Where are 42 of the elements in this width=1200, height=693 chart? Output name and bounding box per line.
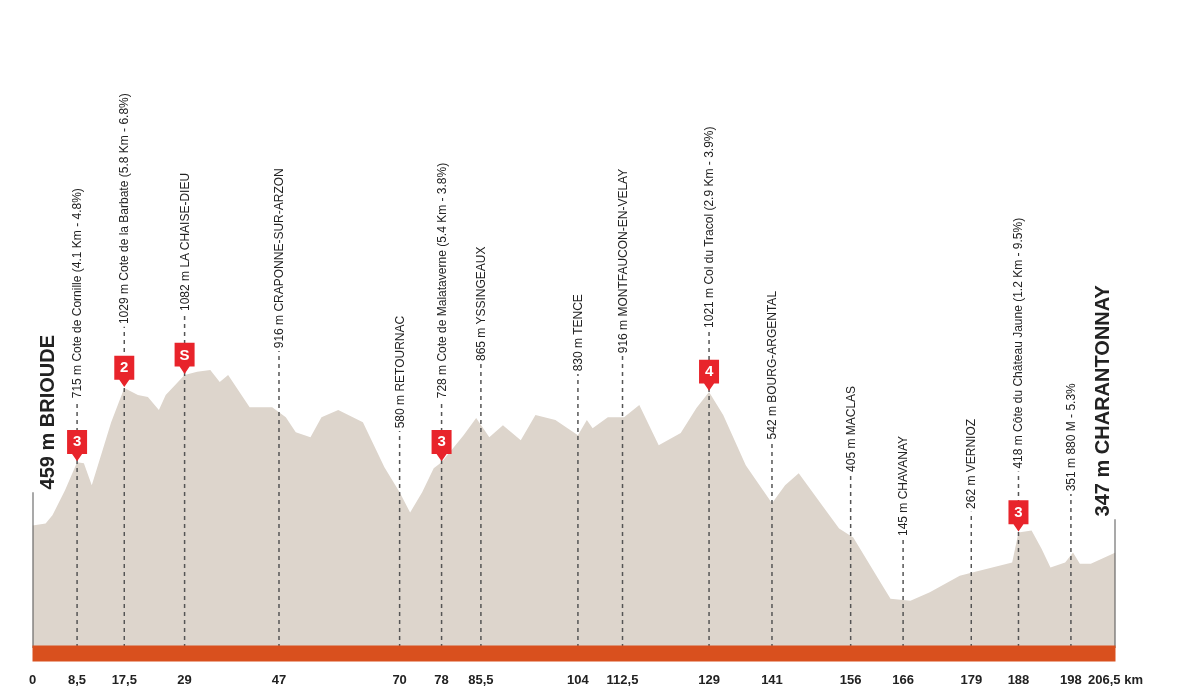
ref-line-label: 830 m TENCE bbox=[570, 294, 585, 372]
x-tick-label: 78 bbox=[434, 671, 449, 687]
x-tick-label: 8,5 bbox=[68, 671, 87, 687]
ref-line-label: 145 m CHAVANAY bbox=[896, 435, 911, 537]
annotation: 3 bbox=[72, 432, 82, 450]
x-tick-label: 141 bbox=[761, 671, 783, 687]
annotation: S bbox=[179, 345, 190, 363]
x-tick-label: 70 bbox=[392, 671, 407, 687]
x-tick-label: 198 bbox=[1060, 671, 1082, 687]
ref-line-label: 1029 m Cote de la Barbate (5.8 Km - 6.8%) bbox=[117, 93, 132, 325]
x-tick-label: 29 bbox=[177, 671, 192, 687]
ref-line-label: 916 m MONTFAUCON-EN-VELAY bbox=[615, 168, 630, 354]
annotation: 2 bbox=[120, 358, 129, 376]
ref-line-label: 580 m RETOURNAC bbox=[392, 315, 407, 429]
x-tick-label: 129 bbox=[698, 671, 720, 687]
ref-line-label: 347 m CHARANTONNAY bbox=[1090, 284, 1113, 517]
ref-line-label: 418 m Côte du Château Jaune (1.2 Km - 9.5%) bbox=[1011, 217, 1026, 469]
x-tick-label: 179 bbox=[960, 671, 983, 687]
annotation: 3 bbox=[437, 432, 446, 450]
ref-line-label: 1021 m Col du Tracol (2.9 Km - 3.9%) bbox=[702, 126, 717, 328]
x-tick-label: 17,5 bbox=[111, 671, 137, 687]
x-tick-label: 112,5 bbox=[606, 671, 639, 687]
x-tick-label: 166 bbox=[892, 671, 914, 687]
x-tick-label: 188 bbox=[1007, 671, 1030, 687]
x-tick-label: 104 bbox=[567, 671, 590, 687]
x-tick-label: 85,5 bbox=[468, 671, 494, 687]
annotation: 3 bbox=[1014, 502, 1023, 520]
ref-line-label: 459 m BRIOUDE bbox=[35, 334, 58, 490]
ref-line-label: 405 m MACLAS bbox=[843, 385, 858, 472]
ref-line-label: 542 m BOURG-ARGENTAL bbox=[764, 290, 779, 440]
ref-line-label: 916 m CRAPONNE-SUR-ARZON bbox=[271, 168, 286, 349]
ref-line-label: 1082 m LA CHAISE-DIEU bbox=[177, 172, 192, 311]
ref-line-label: 865 m YSSINGEAUX bbox=[473, 246, 488, 361]
ref-line-label: 715 m Cote de Cornille (4.1 Km - 4.8%) bbox=[70, 188, 85, 399]
ref-line-label: 351 m 880 M - 5.3% bbox=[1063, 382, 1078, 492]
x-tick-label: 206,5 km bbox=[1088, 671, 1143, 687]
x-tick-label: 47 bbox=[271, 671, 287, 687]
x-tick-label: 156 bbox=[839, 671, 862, 687]
x-tick-label: 0 bbox=[28, 671, 37, 687]
annotation: 4 bbox=[704, 362, 714, 380]
ref-line-label: 262 m VERNIOZ bbox=[964, 418, 979, 509]
ref-line-label: 728 m Cote de Malataverne (5.4 Km - 3.8%) bbox=[434, 162, 449, 399]
